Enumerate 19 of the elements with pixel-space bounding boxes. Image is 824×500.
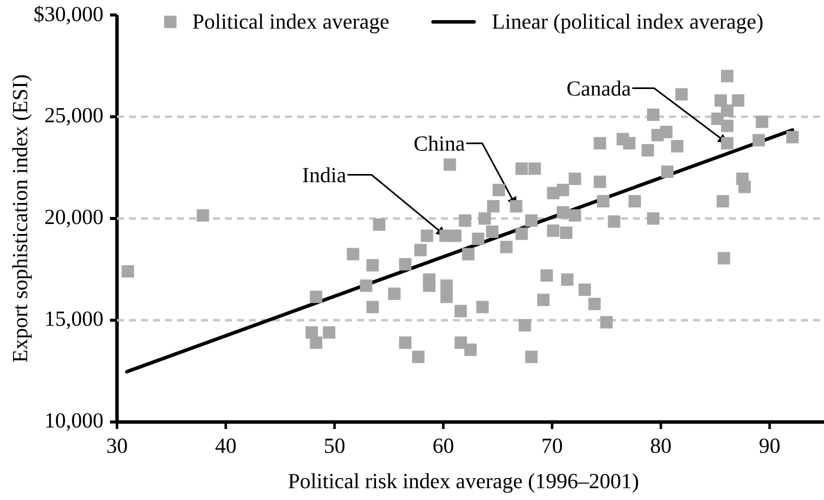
annotation: India [302, 167, 346, 182]
legend-label: Political index average [192, 14, 389, 34]
y-tick-label: 25,000 [45, 108, 103, 126]
annotation: China [414, 136, 465, 151]
x-axis-title: Political risk index average (1996–2001) [288, 473, 638, 493]
annotation: Canada [567, 80, 631, 96]
y-axis-title: Export sophistication index (ESI) [12, 75, 32, 362]
y-tick-label: 15,000 [46, 311, 103, 330]
x-tick-label: 90 [760, 438, 780, 454]
y-tick-label: 20,000 [45, 210, 103, 228]
x-tick-label: 50 [325, 438, 344, 454]
x-tick-label: 60 [433, 438, 454, 454]
x-tick-label: 80 [650, 438, 671, 454]
y-tick-label: 10,000 [46, 413, 103, 431]
x-tick-label: 40 [215, 438, 236, 454]
x-tick-label: 70 [542, 438, 562, 454]
legend-label: Linear (political index average) [492, 14, 763, 34]
y-tick-label: $30,000 [34, 6, 103, 24]
x-tick-label: 30 [107, 438, 127, 454]
